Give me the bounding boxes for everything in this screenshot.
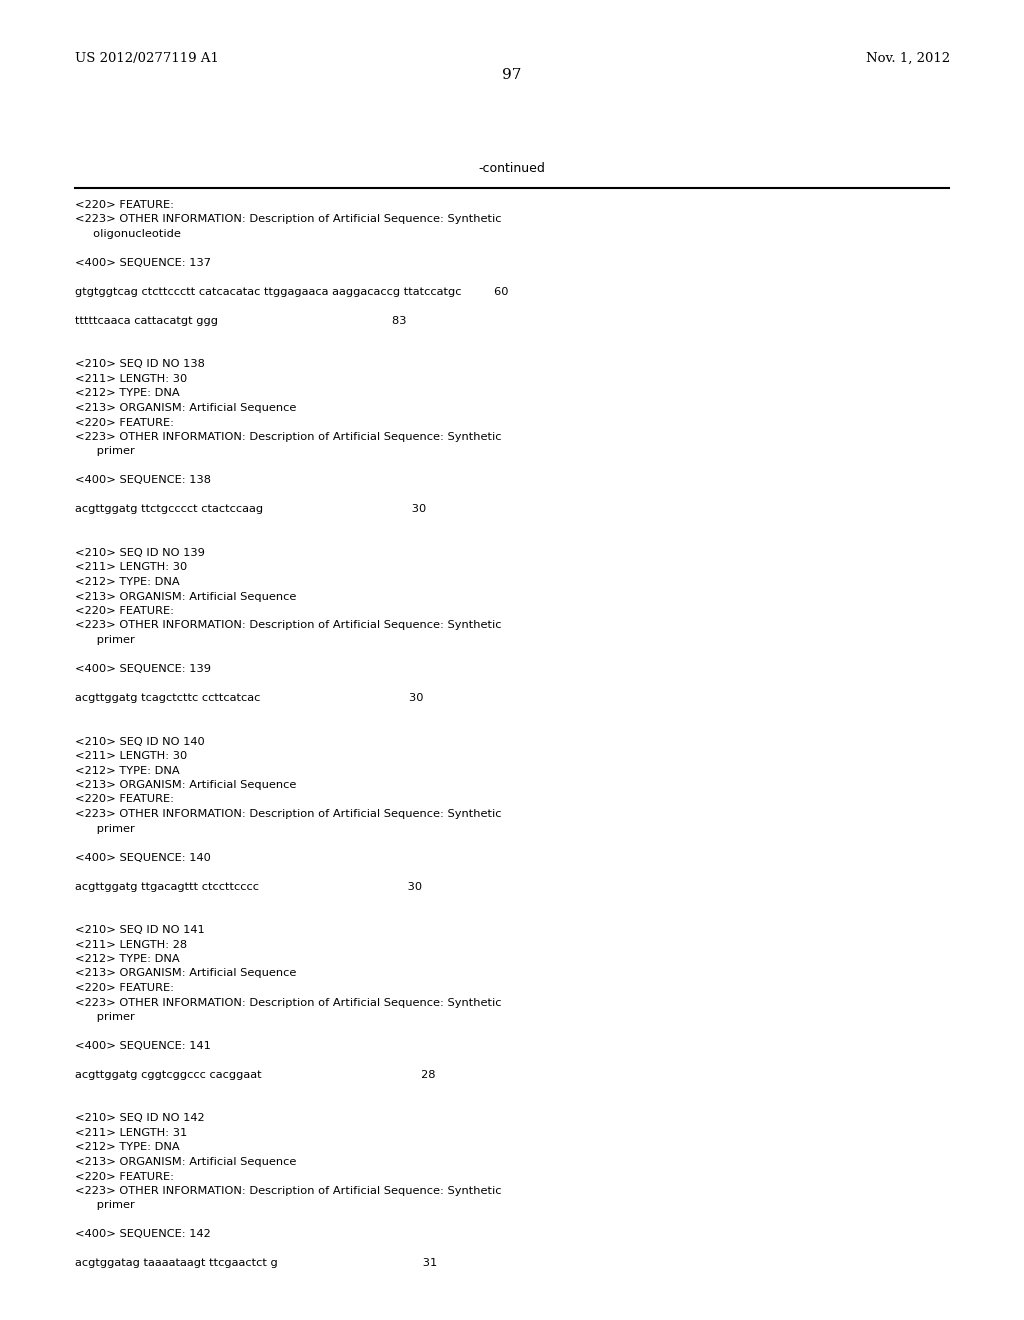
Text: <220> FEATURE:: <220> FEATURE: [75, 795, 174, 804]
Text: <220> FEATURE:: <220> FEATURE: [75, 983, 174, 993]
Text: primer: primer [75, 824, 135, 833]
Text: Nov. 1, 2012: Nov. 1, 2012 [866, 51, 950, 65]
Text: <400> SEQUENCE: 137: <400> SEQUENCE: 137 [75, 257, 211, 268]
Text: <223> OTHER INFORMATION: Description of Artificial Sequence: Synthetic: <223> OTHER INFORMATION: Description of … [75, 620, 502, 631]
Text: <211> LENGTH: 31: <211> LENGTH: 31 [75, 1129, 187, 1138]
Text: <210> SEQ ID NO 141: <210> SEQ ID NO 141 [75, 925, 205, 935]
Text: <210> SEQ ID NO 139: <210> SEQ ID NO 139 [75, 548, 205, 558]
Text: <400> SEQUENCE: 139: <400> SEQUENCE: 139 [75, 664, 211, 675]
Text: acgttggatg ttgacagttt ctccttcccc                                         30: acgttggatg ttgacagttt ctccttcccc 30 [75, 882, 422, 891]
Text: <223> OTHER INFORMATION: Description of Artificial Sequence: Synthetic: <223> OTHER INFORMATION: Description of … [75, 214, 502, 224]
Text: <212> TYPE: DNA: <212> TYPE: DNA [75, 1143, 179, 1152]
Text: <212> TYPE: DNA: <212> TYPE: DNA [75, 577, 179, 587]
Text: <220> FEATURE:: <220> FEATURE: [75, 1172, 174, 1181]
Text: <220> FEATURE:: <220> FEATURE: [75, 417, 174, 428]
Text: acgtggatag taaaataagt ttcgaactct g                                        31: acgtggatag taaaataagt ttcgaactct g 31 [75, 1258, 437, 1269]
Text: <210> SEQ ID NO 138: <210> SEQ ID NO 138 [75, 359, 205, 370]
Text: 97: 97 [503, 69, 521, 82]
Text: <213> ORGANISM: Artificial Sequence: <213> ORGANISM: Artificial Sequence [75, 1158, 296, 1167]
Text: <223> OTHER INFORMATION: Description of Artificial Sequence: Synthetic: <223> OTHER INFORMATION: Description of … [75, 998, 502, 1007]
Text: <220> FEATURE:: <220> FEATURE: [75, 201, 174, 210]
Text: -continued: -continued [478, 162, 546, 176]
Text: US 2012/0277119 A1: US 2012/0277119 A1 [75, 51, 219, 65]
Text: <213> ORGANISM: Artificial Sequence: <213> ORGANISM: Artificial Sequence [75, 969, 296, 978]
Text: <212> TYPE: DNA: <212> TYPE: DNA [75, 388, 179, 399]
Text: <223> OTHER INFORMATION: Description of Artificial Sequence: Synthetic: <223> OTHER INFORMATION: Description of … [75, 809, 502, 818]
Text: <210> SEQ ID NO 142: <210> SEQ ID NO 142 [75, 1114, 205, 1123]
Text: acgttggatg cggtcggccc cacggaat                                            28: acgttggatg cggtcggccc cacggaat 28 [75, 1071, 435, 1080]
Text: primer: primer [75, 1200, 135, 1210]
Text: acgttggatg tcagctcttc ccttcatcac                                         30: acgttggatg tcagctcttc ccttcatcac 30 [75, 693, 424, 704]
Text: <400> SEQUENCE: 140: <400> SEQUENCE: 140 [75, 853, 211, 862]
Text: primer: primer [75, 1012, 135, 1022]
Text: <211> LENGTH: 30: <211> LENGTH: 30 [75, 751, 187, 762]
Text: <211> LENGTH: 28: <211> LENGTH: 28 [75, 940, 187, 949]
Text: <210> SEQ ID NO 140: <210> SEQ ID NO 140 [75, 737, 205, 747]
Text: <400> SEQUENCE: 138: <400> SEQUENCE: 138 [75, 475, 211, 486]
Text: primer: primer [75, 446, 135, 457]
Text: acgttggatg ttctgcccct ctactccaag                                         30: acgttggatg ttctgcccct ctactccaag 30 [75, 504, 426, 515]
Text: <220> FEATURE:: <220> FEATURE: [75, 606, 174, 616]
Text: <211> LENGTH: 30: <211> LENGTH: 30 [75, 562, 187, 573]
Text: <212> TYPE: DNA: <212> TYPE: DNA [75, 954, 179, 964]
Text: gtgtggtcag ctcttccctt catcacatac ttggagaaca aaggacaccg ttatccatgc         60: gtgtggtcag ctcttccctt catcacatac ttggaga… [75, 286, 509, 297]
Text: <212> TYPE: DNA: <212> TYPE: DNA [75, 766, 179, 776]
Text: <213> ORGANISM: Artificial Sequence: <213> ORGANISM: Artificial Sequence [75, 403, 296, 413]
Text: <223> OTHER INFORMATION: Description of Artificial Sequence: Synthetic: <223> OTHER INFORMATION: Description of … [75, 432, 502, 442]
Text: <213> ORGANISM: Artificial Sequence: <213> ORGANISM: Artificial Sequence [75, 591, 296, 602]
Text: tttttcaaca cattacatgt ggg                                                83: tttttcaaca cattacatgt ggg 83 [75, 315, 407, 326]
Text: oligonucleotide: oligonucleotide [75, 228, 181, 239]
Text: <213> ORGANISM: Artificial Sequence: <213> ORGANISM: Artificial Sequence [75, 780, 296, 789]
Text: <400> SEQUENCE: 142: <400> SEQUENCE: 142 [75, 1229, 211, 1239]
Text: <223> OTHER INFORMATION: Description of Artificial Sequence: Synthetic: <223> OTHER INFORMATION: Description of … [75, 1185, 502, 1196]
Text: <211> LENGTH: 30: <211> LENGTH: 30 [75, 374, 187, 384]
Text: primer: primer [75, 635, 135, 645]
Text: <400> SEQUENCE: 141: <400> SEQUENCE: 141 [75, 1041, 211, 1051]
